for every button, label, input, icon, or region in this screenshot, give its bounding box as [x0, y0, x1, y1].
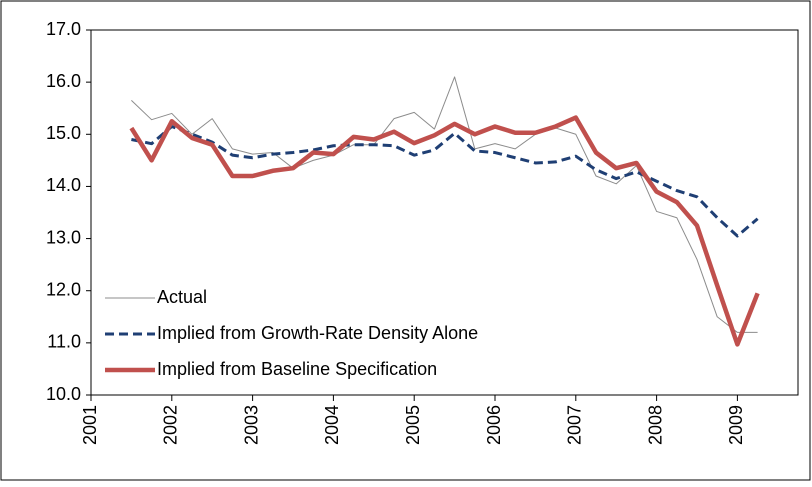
x-tick-label: 2002 — [161, 405, 181, 445]
y-tick-label: 10.0 — [46, 384, 81, 404]
legend-label: Actual — [157, 287, 207, 307]
y-tick-label: 11.0 — [47, 332, 81, 352]
series-line — [131, 124, 759, 238]
y-tick-label: 16.0 — [46, 71, 81, 91]
series-line — [129, 115, 760, 347]
x-tick-label: 2009 — [726, 405, 746, 445]
x-tick-label: 2001 — [80, 405, 100, 445]
series-line — [131, 76, 758, 333]
y-tick-label: 14.0 — [46, 175, 81, 195]
legend-label: Implied from Growth-Rate Density Alone — [157, 323, 478, 343]
x-tick-label: 2005 — [403, 405, 423, 445]
y-tick-label: 12.0 — [46, 279, 81, 299]
x-tick-label: 2006 — [484, 405, 504, 445]
x-tick-label: 2007 — [565, 405, 585, 445]
plot-area — [90, 29, 799, 396]
y-tick-label: 15.0 — [46, 123, 81, 143]
legend-label: Implied from Baseline Specification — [157, 359, 437, 379]
y-tick-label: 13.0 — [46, 227, 81, 247]
x-tick-label: 2003 — [241, 405, 261, 445]
x-tick-label: 2008 — [645, 405, 665, 445]
x-tick-label: 2004 — [322, 405, 342, 445]
y-tick-label: 17.0 — [46, 19, 81, 39]
